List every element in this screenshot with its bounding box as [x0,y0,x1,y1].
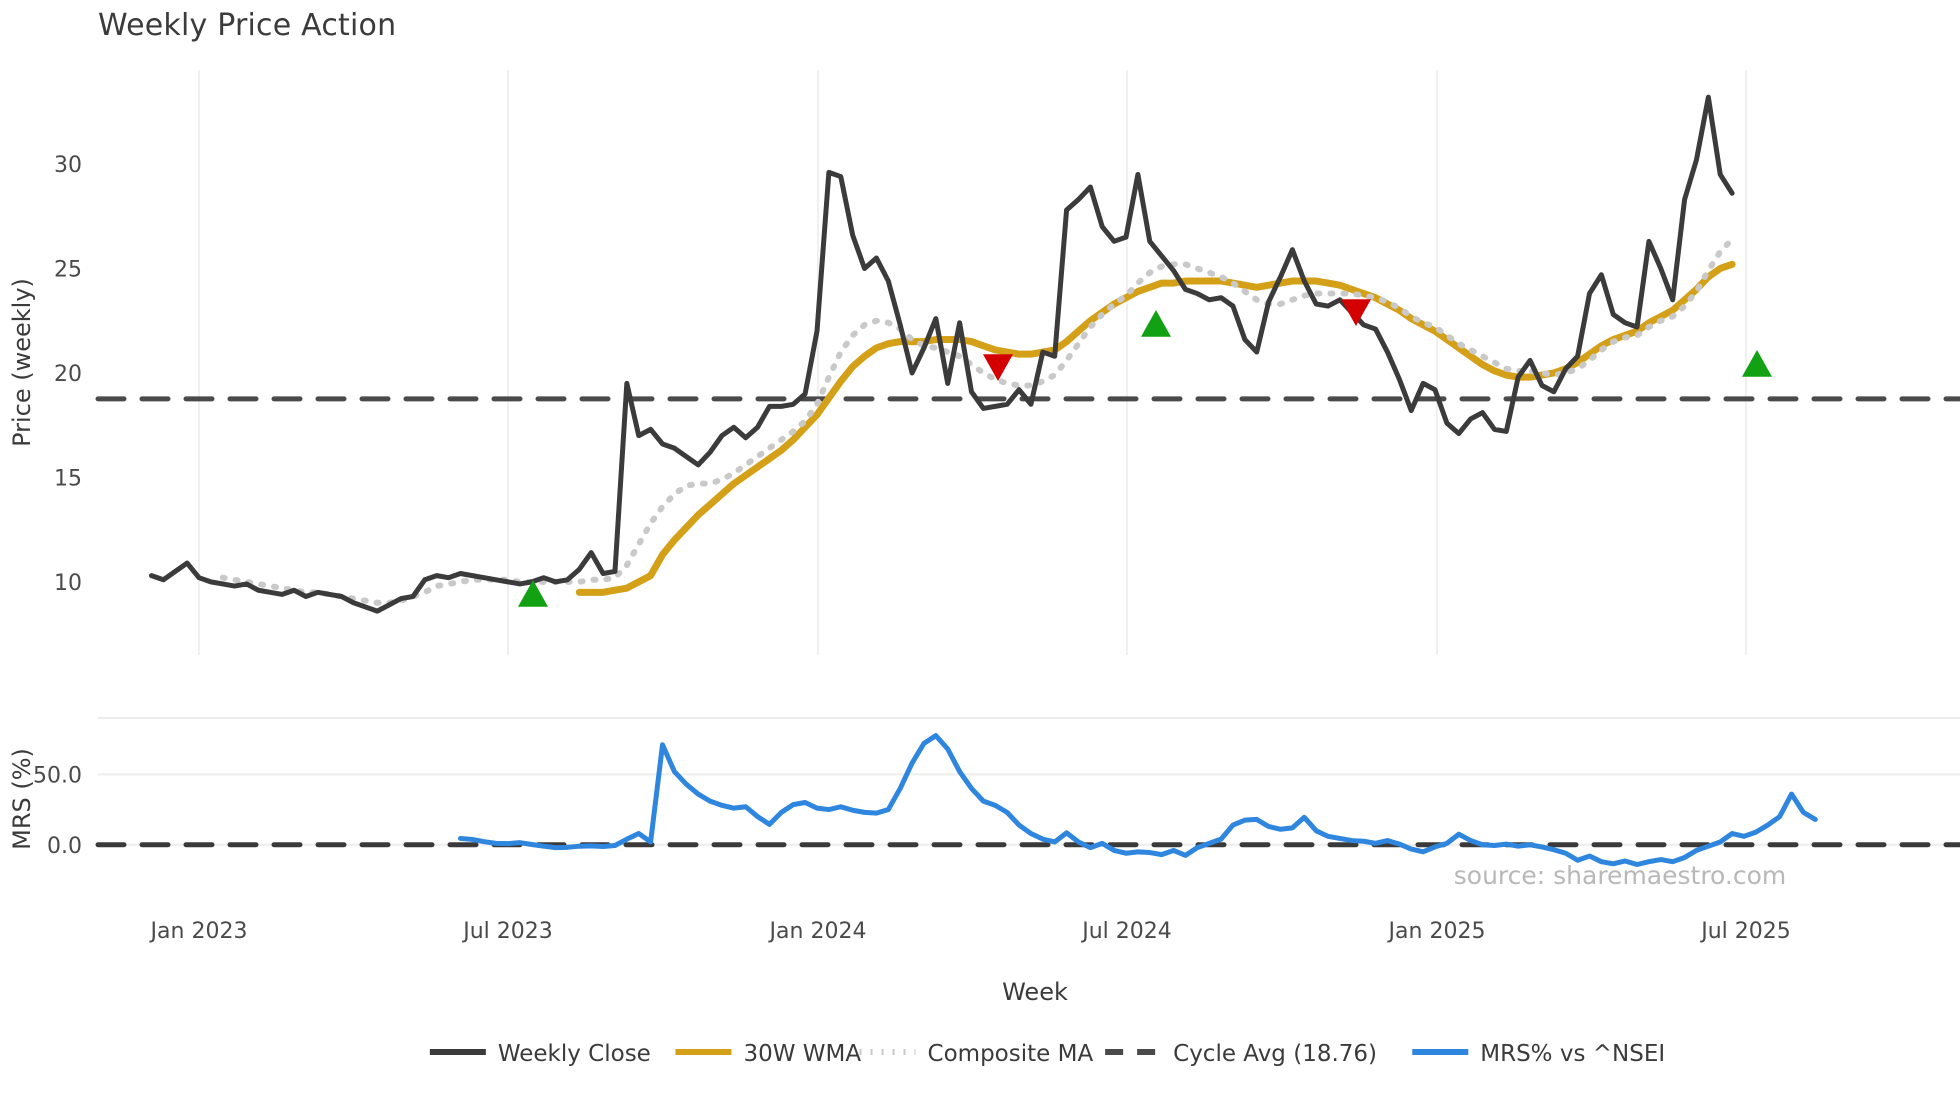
y-tick-top-1: 15 [54,466,82,491]
top-panel-gridlines [198,70,1747,655]
x-tick-5: Jul 2025 [1699,919,1791,944]
legend-label-0: Weekly Close [498,1041,651,1067]
y-axis-title-price: Price (weekly) [8,278,36,447]
bottom-panel-series [95,733,1960,867]
sell-signal-marker-3 [1341,299,1371,326]
x-tick-4: Jan 2025 [1387,919,1486,944]
x-tick-3: Jul 2024 [1080,919,1172,944]
buy-signal-marker-0 [518,580,548,607]
y-tick-bottom-0: 0.0 [47,834,82,859]
legend-item-weekly-close[interactable]: Weekly Close [429,1041,651,1067]
y-tick-top-2: 20 [54,362,82,387]
legend-item-30w-wma[interactable]: 30W WMA [675,1041,861,1067]
y-tick-top-4: 30 [54,153,82,178]
legend-label-4: MRS% vs ^NSEI [1480,1041,1665,1067]
x-axis-title: Week [1002,978,1068,1006]
sell-signal-marker-1 [983,354,1013,381]
x-tick-2: Jan 2024 [768,919,867,944]
chart-legend: Weekly Close 30W WMA Composite MA Cycle Avg… [429,1041,1665,1067]
y-tick-top-3: 25 [54,257,82,282]
legend-item-composite-ma[interactable]: Composite MA [859,1041,1094,1067]
top-panel-series [95,94,1960,614]
series-mrs-percent [457,733,1818,867]
axis-tick-labels: 10 15 20 25 30 0.0 50.0 Jan 2023 Jul 2023 Jan 202… [33,153,1791,944]
legend-label-2: Composite MA [928,1041,1094,1067]
buy-signal-marker-2 [1141,310,1171,337]
series-composite-ma [219,236,1736,606]
buy-signal-marker-4 [1742,350,1772,377]
x-tick-1: Jul 2023 [461,919,553,944]
source-watermark: source: sharemaestro.com [1454,861,1787,890]
y-tick-top-0: 10 [54,571,82,596]
chart-title: Weekly Price Action [98,8,397,43]
series-30w-wma [575,260,1736,596]
bottom-panel-gridlines [98,717,1960,846]
legend-item-mrs-vs-nsei[interactable]: MRS% vs ^NSEI [1412,1041,1665,1067]
legend-item-cycle-avg-18-76-[interactable]: Cycle Avg (18.76) [1105,1041,1377,1067]
x-tick-0: Jan 2023 [149,919,248,944]
y-tick-bottom-1: 50.0 [33,763,82,788]
signal-markers [518,299,1772,607]
series-weekly-close [148,94,1735,614]
y-axis-title-mrs: MRS (%) [8,748,36,850]
legend-label-1: 30W WMA [743,1041,861,1067]
legend-label-3: Cycle Avg (18.76) [1173,1041,1377,1067]
axis-titles: Price (weekly) MRS (%) Week [8,278,1068,1006]
